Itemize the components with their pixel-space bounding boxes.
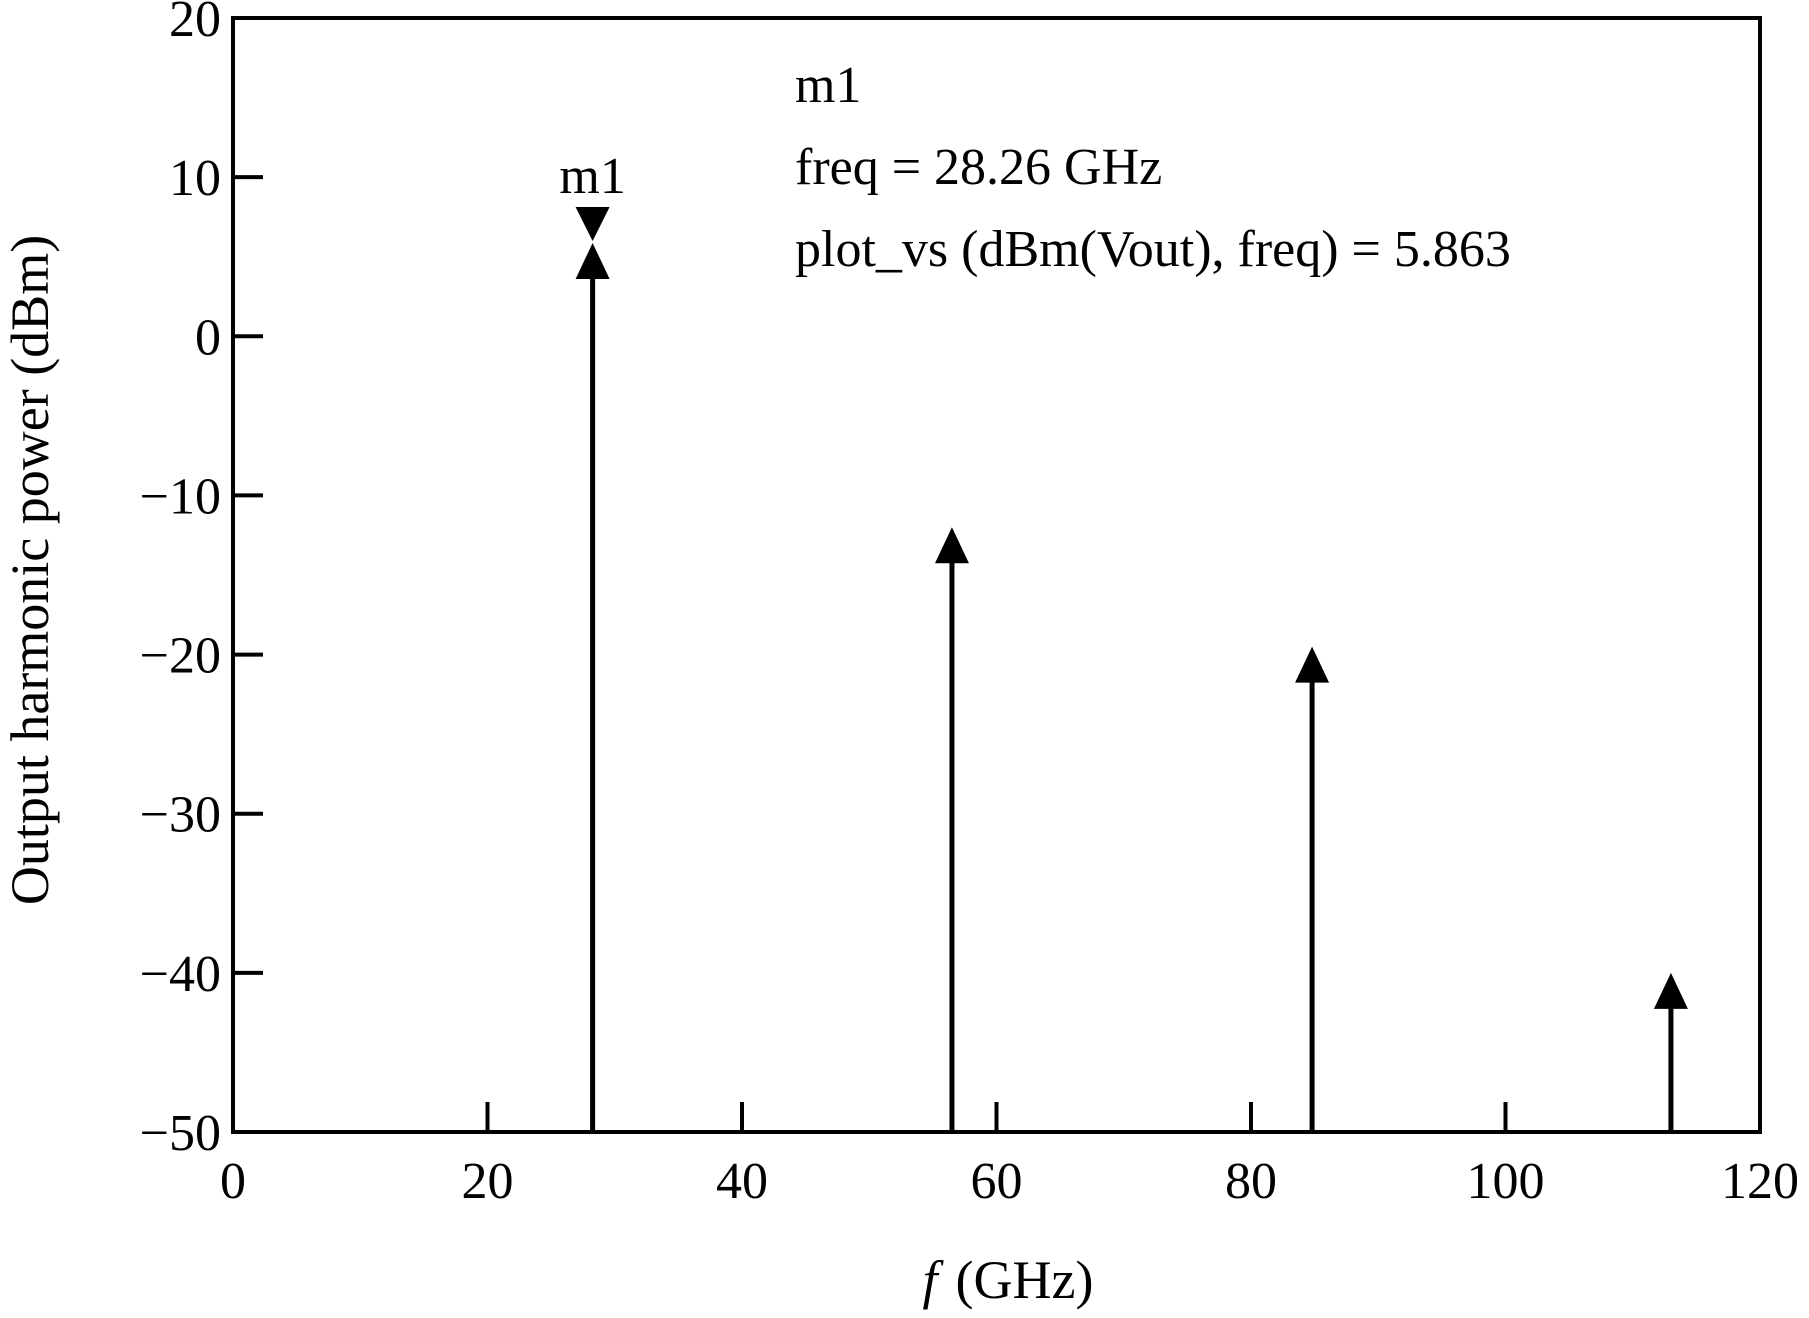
marker-m1: m1	[559, 148, 626, 241]
x-tick-label: 120	[1721, 1153, 1799, 1210]
x-tick-label: 100	[1467, 1153, 1545, 1210]
stem-arrowhead	[575, 242, 610, 279]
plot-frame	[231, 16, 1762, 1134]
marker-readout: m1 freq = 28.26 GHz plot_vs (dBm(Vout), …	[795, 57, 1511, 278]
marker-down-triangle-icon	[575, 206, 610, 241]
y-tick-label: 10	[169, 150, 221, 207]
stem-series	[575, 242, 1688, 1132]
x-tick-label: 0	[220, 1153, 246, 1210]
x-tick-label: 80	[1225, 1153, 1277, 1210]
readout-line-2: freq = 28.26 GHz	[795, 139, 1162, 196]
x-tick-label: 20	[462, 1153, 514, 1210]
y-tick-label: 20	[169, 0, 221, 48]
x-axis-label-symbol: f	[923, 1250, 945, 1310]
y-tick-label: −20	[140, 628, 221, 685]
y-tick-label: −10	[140, 468, 221, 525]
y-tick-label: 0	[195, 309, 221, 366]
y-tick-label: −40	[140, 946, 221, 1003]
stem-arrowhead	[934, 527, 969, 564]
stem-arrowhead	[1295, 646, 1330, 683]
y-tick-label: −50	[140, 1105, 221, 1162]
stem-arrowhead	[1653, 972, 1688, 1009]
readout-line-1: m1	[795, 57, 861, 114]
x-tick-label: 40	[716, 1153, 768, 1210]
x-axis-label: f (GHz)	[923, 1250, 1094, 1310]
y-axis-label: Output harmonic power (dBm)	[0, 235, 60, 905]
readout-line-3: plot_vs (dBm(Vout), freq) = 5.863	[795, 221, 1511, 278]
x-axis-label-unit: (GHz)	[956, 1250, 1094, 1310]
x-tick-label: 60	[971, 1153, 1023, 1210]
marker-label: m1	[559, 148, 625, 205]
y-tick-label: −30	[140, 787, 221, 844]
